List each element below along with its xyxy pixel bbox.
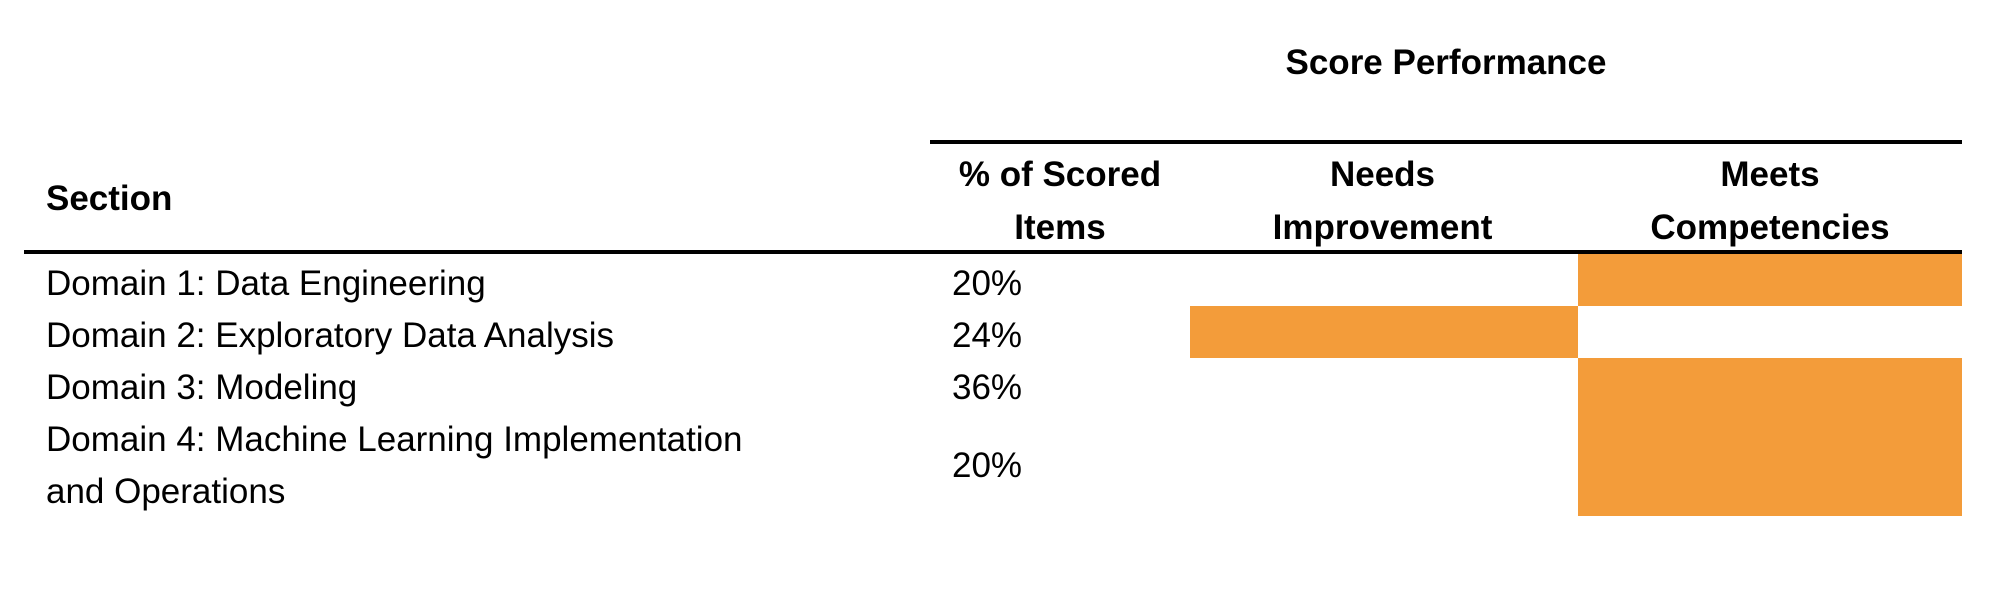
row-2-scored: 24%	[952, 316, 1023, 355]
score-performance-rule	[930, 140, 1962, 144]
row-3-scored: 36%	[952, 368, 1023, 407]
row-4-scored: 20%	[952, 446, 1023, 485]
header-meets-competencies: Meets Competencies	[1578, 148, 1962, 254]
row-4-section-line2: and Operations	[46, 472, 286, 511]
row-2-section: Domain 2: Exploratory Data Analysis	[46, 316, 615, 355]
header-section: Section	[46, 179, 173, 218]
header-rule	[24, 250, 1962, 254]
score-performance-title: Score Performance	[1285, 43, 1607, 82]
row-1-scored: 20%	[952, 264, 1023, 303]
header-meets-competencies-line1: Meets	[1720, 155, 1820, 194]
header-needs-improvement-line2: Improvement	[1272, 208, 1493, 247]
header-needs-improvement: Needs Improvement	[1190, 148, 1575, 254]
row-4-meets-competencies-bar	[1578, 410, 1962, 516]
row-1-section: Domain 1: Data Engineering	[46, 264, 486, 303]
row-4-section: Domain 4: Machine Learning Implementatio…	[46, 414, 743, 518]
row-1-meets-competencies-bar	[1578, 254, 1962, 306]
header-scored-items-line2: Items	[1014, 208, 1106, 247]
header-scored-items: % of Scored Items	[930, 148, 1190, 254]
row-3-meets-competencies-bar	[1578, 358, 1962, 410]
row-4-section-line1: Domain 4: Machine Learning Implementatio…	[46, 420, 743, 459]
row-3-section: Domain 3: Modeling	[46, 368, 358, 407]
header-needs-improvement-line1: Needs	[1329, 155, 1436, 194]
header-scored-items-line1: % of Scored	[958, 155, 1162, 194]
row-2-needs-improvement-bar	[1190, 306, 1578, 358]
header-meets-competencies-line2: Competencies	[1650, 208, 1890, 247]
